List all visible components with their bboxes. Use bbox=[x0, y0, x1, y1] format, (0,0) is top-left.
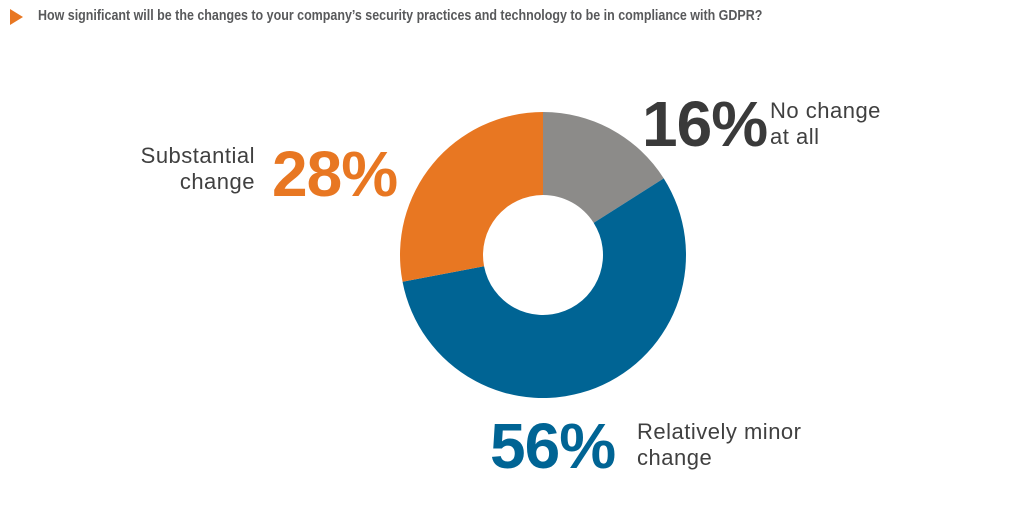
title-marker bbox=[10, 9, 23, 25]
category-label: Substantial change bbox=[140, 143, 255, 194]
category-label: Relatively minor change bbox=[637, 419, 802, 470]
value-label: 28% bbox=[272, 138, 398, 210]
donut-slice bbox=[402, 178, 687, 399]
chart-title: How significant will be the changes to y… bbox=[38, 8, 763, 24]
donut-slice bbox=[400, 112, 543, 282]
donut-slice bbox=[543, 112, 664, 223]
value-label: 16% bbox=[642, 88, 768, 160]
value-label: 56% bbox=[490, 410, 616, 482]
category-label: No change at all bbox=[770, 98, 881, 149]
